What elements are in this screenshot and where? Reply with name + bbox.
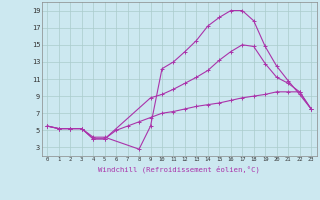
X-axis label: Windchill (Refroidissement éolien,°C): Windchill (Refroidissement éolien,°C) bbox=[98, 165, 260, 173]
